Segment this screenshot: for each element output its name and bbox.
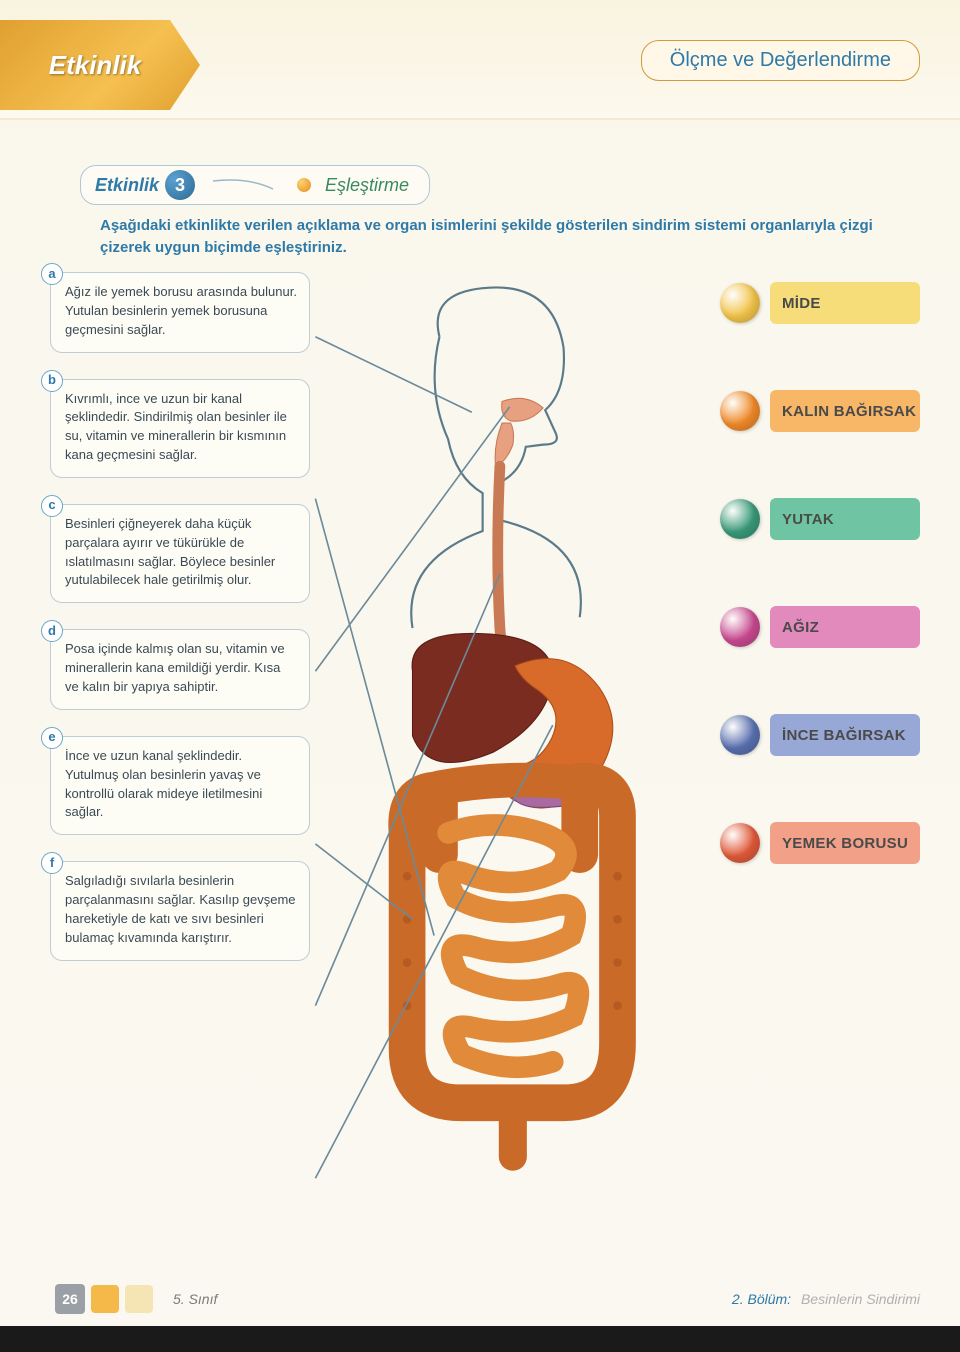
organ-dot (720, 823, 760, 863)
connector-swoosh-icon (213, 175, 283, 195)
organ-label: KALIN BAĞIRSAK (770, 390, 920, 432)
instruction-text: Aşağıdaki etkinlikte verilen açıklama ve… (100, 215, 920, 259)
organ-dot (720, 607, 760, 647)
card-e: e İnce ve uzun kanal şeklindedir. Yutulm… (50, 736, 310, 835)
card-letter: b (41, 370, 63, 392)
card-letter: a (41, 263, 63, 285)
card-letter: c (41, 495, 63, 517)
organs-column: MİDE KALIN BAĞIRSAK YUTAK AĞIZ İNCE BAĞI… (720, 272, 920, 1262)
activity-type-label: Eşleştirme (325, 175, 409, 196)
page-section-pill: Ölçme ve Değerlendirme (641, 40, 920, 81)
organ-dot (720, 499, 760, 539)
organ-label: AĞIZ (770, 606, 920, 648)
grade-label: 5. Sınıf (173, 1291, 217, 1307)
card-text: Salgıladığı sıvılarla besinlerin parçala… (65, 873, 296, 945)
activity-label: Etkinlik (95, 175, 159, 196)
card-letter: f (41, 852, 63, 874)
scan-bottom-strip (0, 1326, 960, 1352)
organ-row-mide: MİDE (720, 282, 920, 324)
organ-dot (720, 715, 760, 755)
card-text: Kıvrımlı, ince ve uzun bir kanal şeklind… (65, 391, 287, 463)
card-text: İnce ve uzun kanal şeklindedir. Yutulmuş… (65, 748, 262, 820)
content-columns: a Ağız ile yemek borusu arasında bulunur… (50, 272, 920, 1262)
organ-label: YUTAK (770, 498, 920, 540)
organ-label: YEMEK BORUSU (770, 822, 920, 864)
card-b: b Kıvrımlı, ince ve uzun bir kanal şekli… (50, 379, 310, 478)
organ-row-agiz: AĞIZ (720, 606, 920, 648)
footer-square-2 (125, 1285, 153, 1313)
organ-dot (720, 391, 760, 431)
page-number: 26 (55, 1284, 85, 1314)
section-label: 2. Bölüm: (732, 1291, 791, 1307)
corner-tab-label: Etkinlik (49, 50, 141, 81)
card-text: Besinleri çiğneyerek daha küçük parçalar… (65, 516, 275, 588)
card-d: d Posa içinde kalmış olan su, vitamin ve… (50, 629, 310, 710)
organ-label: MİDE (770, 282, 920, 324)
organ-row-yemek-borusu: YEMEK BORUSU (720, 822, 920, 864)
digestive-system-diagram (310, 272, 720, 1308)
footer-square-1 (91, 1285, 119, 1313)
dot-icon (297, 178, 311, 192)
card-letter: d (41, 620, 63, 642)
chapter-label: Besinlerin Sindirimi (801, 1291, 920, 1307)
page-section-label: Ölçme ve Değerlendirme (670, 49, 891, 71)
card-a: a Ağız ile yemek borusu arasında bulunur… (50, 272, 310, 353)
organ-dot (720, 283, 760, 323)
diagram-column (310, 272, 720, 1262)
footer-left: 26 5. Sınıf (55, 1284, 217, 1314)
corner-tab: Etkinlik (0, 20, 200, 110)
card-text: Posa içinde kalmış olan su, vitamin ve m… (65, 641, 285, 694)
card-letter: e (41, 727, 63, 749)
organ-row-yutak: YUTAK (720, 498, 920, 540)
footer: 26 5. Sınıf 2. Bölüm: Besinlerin Sindiri… (55, 1284, 920, 1314)
footer-right: 2. Bölüm: Besinlerin Sindirimi (732, 1291, 920, 1307)
activity-header: Etkinlik 3 Eşleştirme (80, 165, 430, 205)
cards-column: a Ağız ile yemek borusu arasında bulunur… (50, 272, 310, 1262)
activity-number-badge: 3 (165, 170, 195, 200)
card-f: f Salgıladığı sıvılarla besinlerin parça… (50, 861, 310, 960)
card-c: c Besinleri çiğneyerek daha küçük parçal… (50, 504, 310, 603)
organ-label: İNCE BAĞIRSAK (770, 714, 920, 756)
organ-row-kalin-bagirsak: KALIN BAĞIRSAK (720, 390, 920, 432)
card-text: Ağız ile yemek borusu arasında bulunur. … (65, 284, 297, 337)
organ-row-ince-bagirsak: İNCE BAĞIRSAK (720, 714, 920, 756)
